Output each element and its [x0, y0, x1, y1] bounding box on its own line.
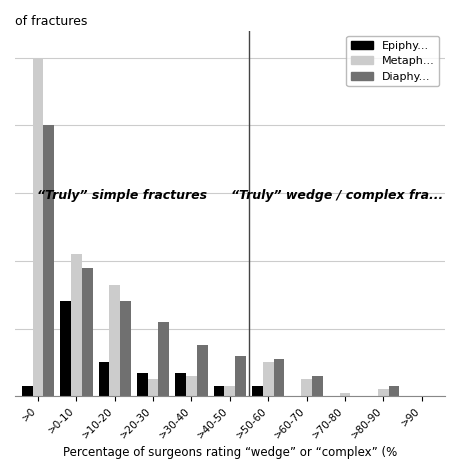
- Bar: [33, 58, 44, 396]
- Bar: [252, 386, 263, 396]
- Bar: [44, 125, 54, 396]
- Bar: [225, 386, 235, 396]
- Bar: [158, 322, 169, 396]
- Bar: [137, 373, 148, 396]
- Text: of fractures: of fractures: [15, 15, 87, 28]
- Bar: [60, 301, 71, 396]
- Text: “Truly” wedge / complex fra...: “Truly” wedge / complex fra...: [231, 189, 443, 201]
- Bar: [263, 363, 273, 396]
- Bar: [99, 363, 109, 396]
- Bar: [378, 390, 389, 396]
- Bar: [273, 359, 284, 396]
- Bar: [109, 284, 120, 396]
- Bar: [186, 376, 197, 396]
- Bar: [235, 356, 246, 396]
- Bar: [339, 393, 350, 396]
- Bar: [82, 268, 92, 396]
- Bar: [71, 254, 82, 396]
- Bar: [175, 373, 186, 396]
- X-axis label: Percentage of surgeons rating “wedge” or “complex” (%: Percentage of surgeons rating “wedge” or…: [63, 446, 397, 459]
- Bar: [214, 386, 225, 396]
- Bar: [148, 379, 158, 396]
- Text: “Truly” simple fractures: “Truly” simple fractures: [37, 189, 208, 201]
- Legend: Epiphy..., Metaph..., Diaphy...: Epiphy..., Metaph..., Diaphy...: [346, 36, 439, 86]
- Bar: [120, 301, 131, 396]
- Bar: [301, 379, 312, 396]
- Bar: [22, 386, 33, 396]
- Bar: [389, 386, 400, 396]
- Bar: [312, 376, 323, 396]
- Bar: [197, 346, 208, 396]
